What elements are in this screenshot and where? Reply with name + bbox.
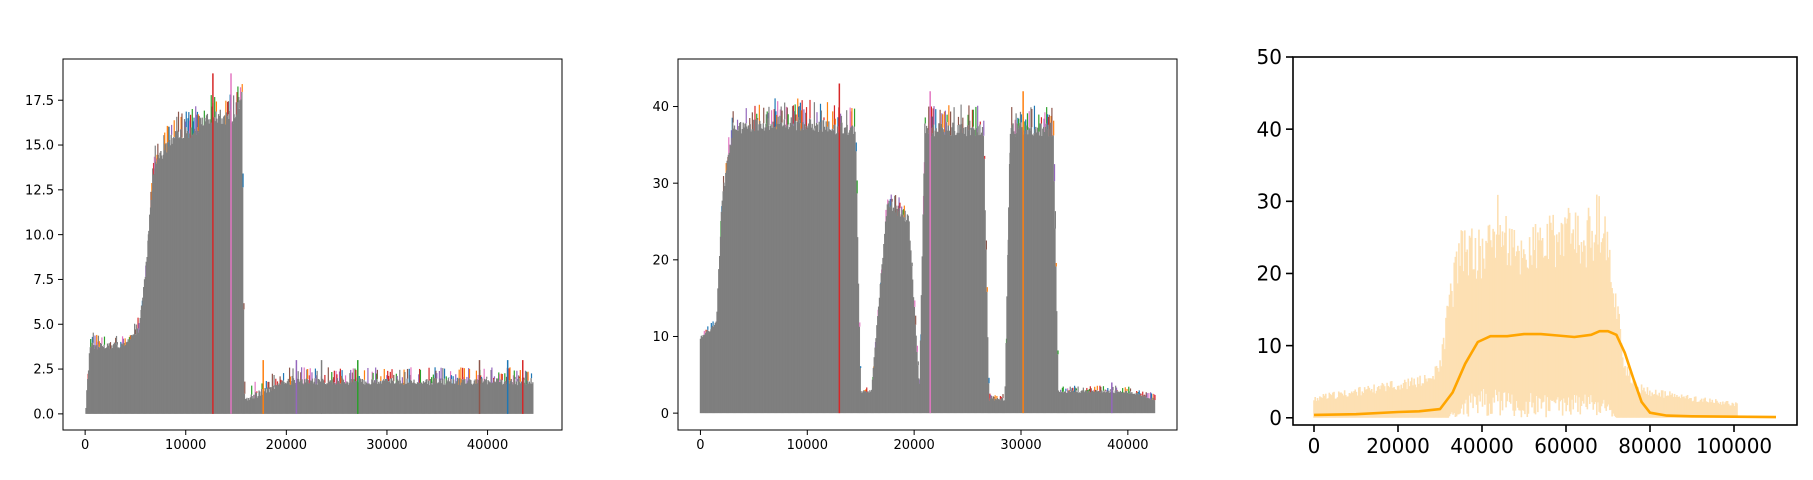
y-tick-label: 7.5 — [33, 273, 54, 288]
x-tick-label: 30000 — [1000, 438, 1041, 453]
smoothed-line — [1313, 329, 1777, 419]
y-tick-label: 12.5 — [25, 184, 54, 199]
chart-panel-2: 0 10000 20000 30000 40000 0 10 20 30 40 — [652, 58, 1178, 453]
x-tick-label: 40000 — [467, 438, 508, 453]
x-tick-label: 100000 — [1696, 434, 1772, 458]
y-tick-label: 20 — [1257, 262, 1282, 286]
y-tick-label: 10.0 — [25, 228, 54, 243]
x-tick-label: 30000 — [366, 438, 407, 453]
x-tick-label: 20000 — [893, 438, 934, 453]
x-tick-label: 10000 — [787, 438, 828, 453]
axes-frame — [1292, 56, 1798, 426]
x-tick-label: 20000 — [1366, 434, 1430, 458]
y-tick-label: 17.5 — [25, 94, 54, 109]
y-tick-label: 0.0 — [33, 408, 54, 423]
y-tick-label: 40 — [1257, 117, 1282, 141]
chart-panel-1: 0 10000 20000 30000 40000 0.0 2.5 5.0 7.5 10.0 12.… — [25, 58, 563, 453]
y-tick-label: 5.0 — [33, 318, 54, 333]
y-tick-label: 10 — [652, 330, 669, 345]
y-tick-label: 20 — [652, 254, 669, 269]
plot-area — [699, 83, 1156, 414]
x-tick-label: 60000 — [1534, 434, 1598, 458]
x-tick-label: 10000 — [165, 438, 206, 453]
y-tick-label: 50 — [1257, 45, 1282, 69]
y-tick-label: 2.5 — [33, 363, 54, 378]
axes-frame — [677, 58, 1178, 431]
x-tick-label: 40000 — [1107, 438, 1148, 453]
plot-area — [1313, 194, 1777, 419]
x-tick-label: 0 — [81, 438, 89, 453]
axes-frame — [62, 58, 563, 431]
x-tick-label: 80000 — [1618, 434, 1682, 458]
y-tick-label: 30 — [652, 177, 669, 192]
y-tick-label: 30 — [1257, 190, 1282, 214]
y-tick-label: 10 — [1257, 334, 1282, 358]
y-tick-label: 0 — [661, 407, 669, 422]
chart-panel-3: 0 20000 40000 60000 80000 100000 0 10 20 30 40 50 — [1257, 45, 1798, 458]
plot-area — [85, 73, 534, 414]
x-tick-label: 40000 — [1450, 434, 1514, 458]
y-tick-label: 15.0 — [25, 139, 54, 154]
y-tick-label: 40 — [652, 100, 669, 115]
x-tick-label: 0 — [696, 438, 704, 453]
x-tick-label: 0 — [1308, 434, 1321, 458]
y-tick-label: 0 — [1269, 406, 1282, 430]
x-tick-label: 20000 — [266, 438, 307, 453]
